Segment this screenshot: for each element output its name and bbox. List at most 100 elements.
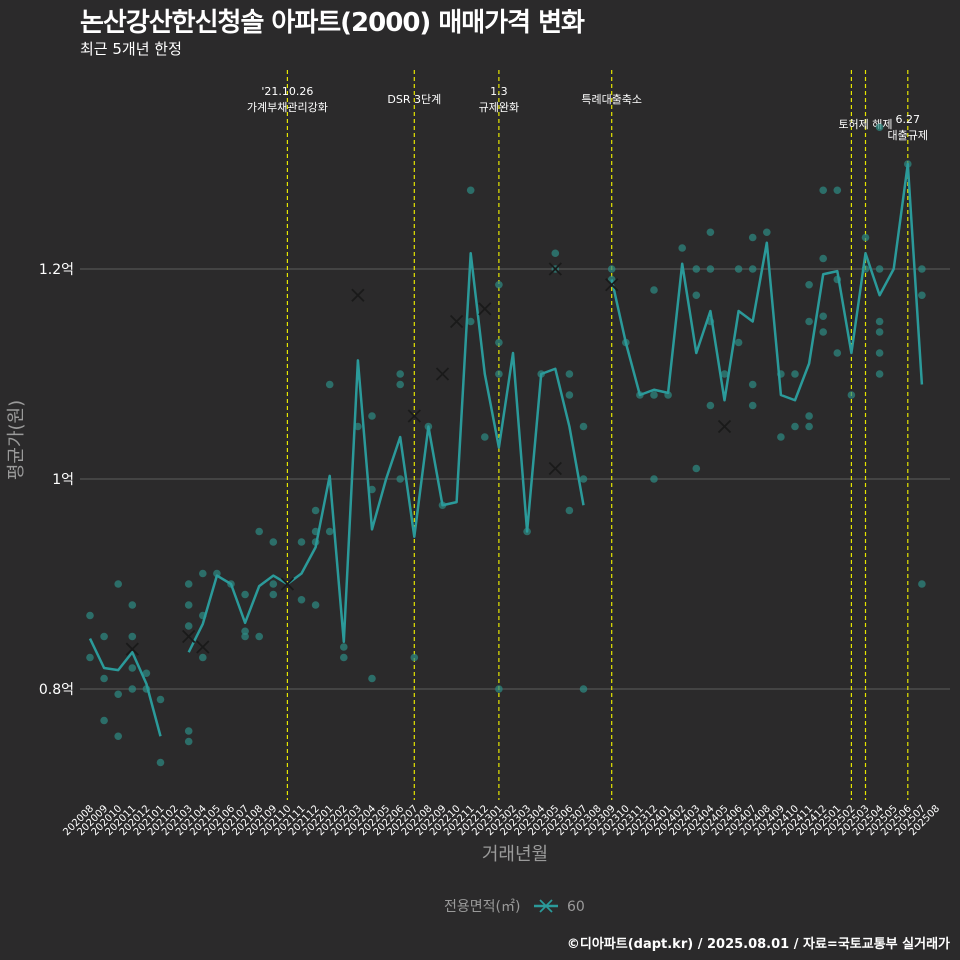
data-point	[748, 401, 757, 410]
data-point	[481, 433, 489, 441]
legend: 전용면적(㎡) 60	[444, 899, 585, 915]
data-point	[650, 391, 658, 399]
x-marker	[196, 640, 210, 654]
data-point	[720, 370, 729, 378]
data-point	[311, 601, 320, 609]
data-point	[241, 627, 249, 636]
data-point	[805, 317, 813, 326]
data-point	[156, 695, 165, 704]
data-point	[805, 422, 813, 431]
data-point	[396, 380, 405, 389]
data-point	[579, 475, 588, 483]
data-point	[748, 380, 757, 389]
data-point	[706, 265, 715, 273]
x-marker	[435, 367, 450, 381]
x-marker	[280, 577, 295, 591]
x-axis-title: 거래년월	[482, 844, 548, 865]
legend-x-icon	[539, 899, 553, 913]
y-tick-label: 1.2억	[39, 262, 74, 278]
data-point	[875, 317, 884, 326]
data-point	[325, 380, 334, 389]
data-point	[777, 433, 785, 441]
data-point	[805, 280, 813, 289]
data-point	[184, 622, 193, 630]
data-point	[748, 233, 757, 242]
data-point	[734, 265, 743, 273]
data-point	[311, 506, 320, 515]
data-point	[114, 690, 122, 699]
data-point	[128, 685, 137, 693]
data-point	[734, 338, 743, 347]
y-axis-ticks: 0.8억 1억 1.2억	[39, 262, 74, 698]
x-marker	[449, 314, 464, 329]
event-label: 특례대출축소	[581, 93, 642, 106]
data-point	[368, 485, 376, 494]
data-point	[100, 632, 108, 641]
data-point	[692, 265, 701, 273]
data-point	[241, 632, 249, 641]
data-point	[918, 580, 926, 588]
data-point	[748, 265, 757, 273]
event-label: DSR 3단계	[387, 93, 441, 106]
data-point	[325, 527, 334, 536]
event-label: 1.3	[490, 85, 508, 98]
data-point	[495, 280, 503, 289]
data-point	[396, 475, 405, 483]
data-point	[241, 590, 249, 599]
data-point	[819, 186, 827, 195]
data-point	[354, 422, 362, 431]
data-point	[255, 632, 263, 641]
event-label: 대출규제	[888, 129, 928, 142]
data-point	[918, 265, 926, 273]
series-line-60	[610, 162, 924, 402]
data-point	[340, 653, 348, 662]
data-point	[678, 244, 686, 252]
data-point	[692, 291, 701, 300]
data-point	[650, 475, 658, 483]
event-label: 토허제 해제	[838, 117, 892, 131]
data-point	[819, 312, 827, 321]
chart-title: 논산강산한신청솔 아파트(2000) 매매가격 변화	[80, 8, 585, 38]
data-point	[763, 228, 771, 237]
event-label: 가계부채관리강화	[247, 101, 328, 114]
event-markers: '21.10.26 가계부채관리강화 DSR 3단계 1.3 규제완화 특례대출축소토허제…	[247, 70, 928, 800]
average-line	[88, 162, 924, 737]
data-point	[495, 338, 503, 347]
data-point	[86, 611, 94, 620]
x-marker	[407, 409, 421, 423]
event-label: '21.10.26	[261, 85, 313, 98]
data-point	[819, 254, 827, 263]
data-point	[128, 601, 137, 609]
data-point	[495, 685, 503, 693]
data-point	[466, 186, 475, 195]
data-point	[565, 370, 574, 378]
data-point	[791, 422, 799, 431]
data-point	[565, 506, 574, 515]
series-line-60	[187, 252, 585, 653]
y-tick-label: 1억	[52, 472, 74, 488]
data-point	[269, 590, 278, 599]
data-point	[340, 643, 348, 651]
data-point	[875, 328, 884, 336]
series-line-60	[88, 638, 162, 737]
data-point	[650, 286, 658, 294]
data-point	[368, 674, 376, 683]
x-marker	[548, 262, 562, 276]
data-point	[791, 370, 799, 378]
data-point	[466, 317, 475, 326]
y-axis-title: 평균가(원)	[6, 400, 27, 480]
data-point	[269, 580, 278, 588]
data-point	[128, 632, 137, 641]
grid-lines	[80, 268, 950, 690]
data-point	[875, 349, 884, 357]
data-point	[579, 422, 588, 431]
data-point	[114, 732, 122, 741]
data-point	[100, 716, 108, 725]
data-point	[875, 265, 884, 273]
data-point	[607, 265, 616, 273]
data-point	[184, 601, 193, 609]
x-marker	[478, 302, 492, 316]
x-marker	[717, 419, 732, 434]
x-axis-ticks: 2020082020092020102020112020122021012021…	[61, 803, 942, 838]
transaction-points	[86, 123, 926, 767]
